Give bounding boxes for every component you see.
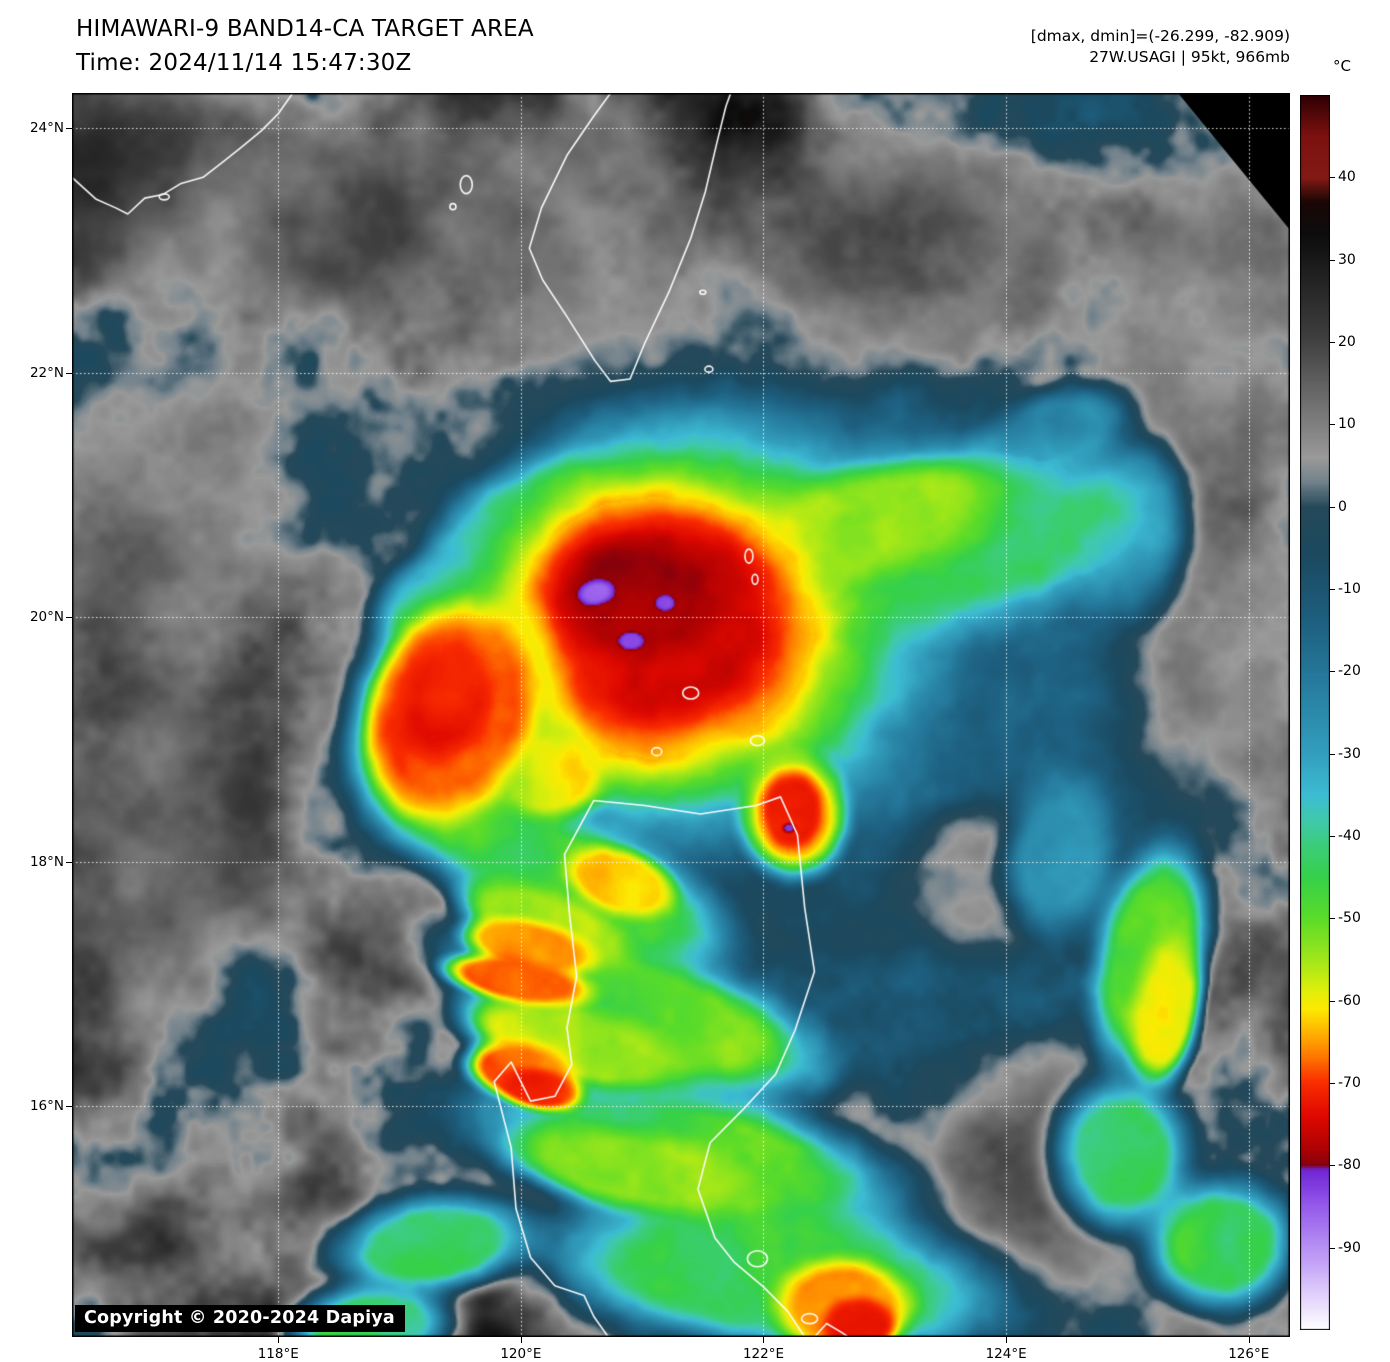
colorbar-tick-label: -30 bbox=[1338, 745, 1361, 762]
colorbar-tick-mark bbox=[1330, 589, 1335, 590]
colorbar-tick-mark bbox=[1330, 506, 1335, 508]
colorbar-unit-label: °C bbox=[1333, 57, 1351, 75]
colorbar-tick-mark bbox=[1330, 1083, 1335, 1084]
lat-tick-label: 24°N bbox=[29, 120, 64, 137]
readout-storm-info: 27W.USAGI | 95kt, 966mb bbox=[1089, 48, 1290, 66]
lon-tick-label: 124°E bbox=[985, 1346, 1027, 1362]
map-overlay-canvas bbox=[72, 93, 1290, 1337]
colorbar-tick-label: -40 bbox=[1338, 828, 1361, 844]
colorbar-tick-label: 0 bbox=[1338, 498, 1347, 515]
colorbar-tick-mark bbox=[1330, 1247, 1335, 1249]
colorbar-tick-mark bbox=[1330, 1165, 1335, 1167]
colorbar-tick-label: 10 bbox=[1338, 416, 1356, 433]
colorbar-tick-mark bbox=[1330, 424, 1335, 426]
readout-dmax-dmin: [dmax, dmin]=(-26.299, -82.909) bbox=[1030, 27, 1290, 45]
colorbar-tick-mark bbox=[1330, 671, 1335, 673]
colorbar-tick-mark bbox=[1330, 753, 1335, 755]
colorbar-tick-label: -60 bbox=[1338, 992, 1361, 1009]
colorbar-tick-label: 20 bbox=[1338, 334, 1356, 350]
colorbar-tick-label: -50 bbox=[1338, 910, 1361, 927]
lon-tick-mark bbox=[1248, 1337, 1250, 1343]
colorbar-tick-mark bbox=[1330, 177, 1335, 179]
lat-tick-label: 22°N bbox=[29, 364, 64, 381]
colorbar-tick-mark bbox=[1330, 918, 1335, 920]
satellite-map: Copyright © 2020-2024 Dapiya bbox=[72, 93, 1290, 1337]
colorbar-tick-mark bbox=[1330, 259, 1335, 261]
lat-tick-label: 18°N bbox=[29, 853, 64, 870]
colorbar-tick-label: -10 bbox=[1338, 581, 1361, 597]
lon-tick-mark bbox=[1006, 1337, 1008, 1343]
image-title: HIMAWARI-9 BAND14-CA TARGET AREA bbox=[76, 16, 534, 42]
image-timestamp: Time: 2024/11/14 15:47:30Z bbox=[76, 50, 412, 76]
copyright-label: Copyright © 2020-2024 Dapiya bbox=[75, 1305, 405, 1332]
lon-tick-mark bbox=[520, 1337, 522, 1343]
colorbar-gradient-canvas bbox=[1300, 95, 1330, 1330]
lon-tick-mark bbox=[278, 1337, 280, 1343]
colorbar-tick-label: -90 bbox=[1338, 1239, 1361, 1256]
lat-tick-label: 16°N bbox=[29, 1098, 64, 1115]
colorbar-tick-label: -20 bbox=[1338, 663, 1361, 680]
colorbar-tick-mark bbox=[1330, 342, 1335, 343]
colorbar-tick-label: 30 bbox=[1338, 251, 1356, 268]
colorbar-tick-mark bbox=[1330, 1000, 1335, 1002]
lon-tick-label: 120°E bbox=[500, 1346, 542, 1362]
colorbar-tick-label: -70 bbox=[1338, 1075, 1361, 1091]
lon-tick-label: 126°E bbox=[1228, 1346, 1270, 1362]
lat-tick-label: 20°N bbox=[29, 609, 64, 626]
colorbar-tick-label: 40 bbox=[1338, 169, 1356, 186]
lon-tick-label: 118°E bbox=[257, 1346, 299, 1362]
colorbar-tick-label: -80 bbox=[1338, 1157, 1361, 1174]
lon-tick-mark bbox=[763, 1337, 765, 1343]
colorbar-tick-mark bbox=[1330, 836, 1335, 837]
lon-tick-label: 122°E bbox=[742, 1346, 785, 1362]
